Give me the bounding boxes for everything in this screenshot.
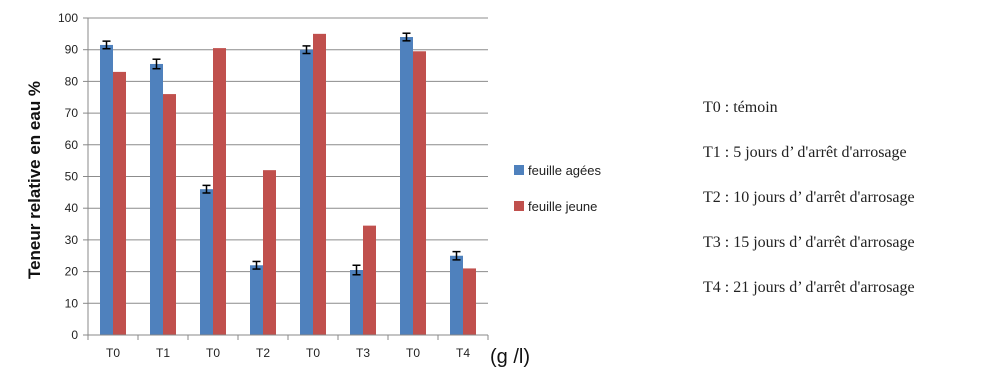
x-tick-label: T0 xyxy=(106,346,120,360)
bar xyxy=(113,71,126,335)
bar xyxy=(263,170,276,335)
treatment-notes: T0 : témoin T1 : 5 jours d’ d'arrêt d'ar… xyxy=(703,94,915,319)
bar xyxy=(200,189,213,335)
x-tick-label: T1 xyxy=(156,346,170,360)
legend-label: feuille agées xyxy=(528,162,601,178)
legend-item-feuille-jeune: feuille jeune xyxy=(514,196,601,216)
y-tick-label: 10 xyxy=(65,296,79,310)
bars xyxy=(100,32,476,336)
bar xyxy=(313,33,326,335)
note-t3: T3 : 15 jours d’ d'arrêt d'arrosage xyxy=(703,234,915,251)
bar xyxy=(150,63,163,336)
bar xyxy=(413,51,426,335)
legend-label: feuille jeune xyxy=(528,198,598,214)
x-tick-label: T0 xyxy=(406,346,420,360)
y-axis-label: Teneur relative en eau % xyxy=(25,81,44,279)
bar xyxy=(250,265,263,335)
y-tick-label: 80 xyxy=(65,74,79,88)
bar xyxy=(450,255,463,335)
bar xyxy=(100,44,113,335)
y-axis-ticks: 0 10 20 30 40 50 60 70 80 90 100 xyxy=(58,11,88,342)
bar xyxy=(300,49,313,335)
y-tick-label: 0 xyxy=(71,328,78,342)
bar xyxy=(163,94,176,335)
legend: feuille agées feuille jeune xyxy=(514,160,601,232)
x-tick-label: T0 xyxy=(306,346,320,360)
y-tick-label: 20 xyxy=(65,265,79,279)
bar xyxy=(463,268,476,335)
x-axis-unit-label: (g /l) xyxy=(490,346,530,368)
x-axis-ticks: T0 T1 T0 T2 T0 T3 T0 T4 xyxy=(87,335,489,360)
x-tick-label: T3 xyxy=(356,346,370,360)
note-t2: T2 : 10 jours d’ d'arrêt d'arrosage xyxy=(703,189,915,206)
legend-swatch-blue xyxy=(514,165,524,175)
legend-swatch-red xyxy=(514,201,524,211)
bar xyxy=(400,37,413,336)
x-tick-label: T2 xyxy=(256,346,270,360)
y-tick-label: 60 xyxy=(65,138,79,152)
bar xyxy=(213,48,226,336)
bar xyxy=(350,270,363,335)
y-tick-label: 70 xyxy=(65,106,79,120)
y-tick-label: 100 xyxy=(58,11,78,25)
legend-item-feuille-agees: feuille agées xyxy=(514,160,601,180)
x-tick-label: T0 xyxy=(206,346,220,360)
y-tick-label: 40 xyxy=(65,201,79,215)
note-t4: T4 : 21 jours d’ d'arrêt d'arrosage xyxy=(703,279,915,296)
y-tick-label: 30 xyxy=(65,233,79,247)
note-t0: T0 : témoin xyxy=(703,99,778,116)
y-tick-label: 50 xyxy=(65,170,79,184)
note-t1: T1 : 5 jours d’ d'arrêt d'arrosage xyxy=(703,144,907,161)
y-tick-label: 90 xyxy=(65,43,79,57)
gridlines xyxy=(88,17,488,304)
x-tick-label: T4 xyxy=(456,346,470,360)
bar xyxy=(363,225,376,335)
